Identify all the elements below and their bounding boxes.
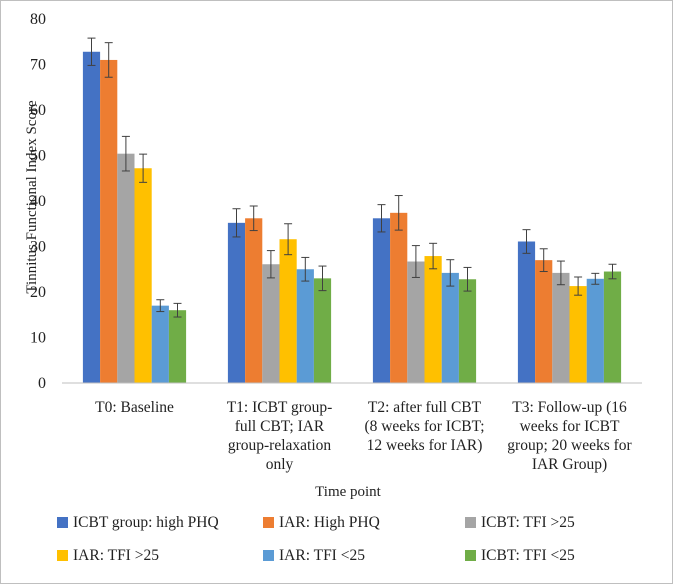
- bar: [151, 305, 169, 383]
- bar: [117, 153, 135, 383]
- error-bar: [121, 135, 130, 172]
- error-bar: [249, 205, 258, 232]
- error-bar: [301, 256, 310, 282]
- y-axis-title: Tinnitus Functional Index Score: [24, 100, 40, 294]
- legend-item: ICBT group: high PHQ: [57, 514, 219, 531]
- error-bar: [429, 242, 438, 270]
- legend-item: IAR: High PHQ: [263, 514, 380, 531]
- legend-label: IAR: High PHQ: [279, 514, 380, 531]
- bar-group: [227, 205, 332, 383]
- x-tick-label: T0: Baseline: [95, 399, 174, 416]
- bar: [535, 260, 553, 383]
- error-bar: [139, 153, 148, 183]
- y-tick-label: 50: [30, 148, 46, 165]
- bar: [134, 168, 152, 383]
- legend-label: ICBT: TFI >25: [481, 514, 575, 531]
- y-axis-ticks: 0 10 20 30 40 50 60 70 80: [30, 11, 46, 392]
- legend-swatch: [263, 550, 274, 561]
- error-bar: [411, 245, 420, 278]
- x-tick-label: T2: after full CBT (8 weeks for ICBT; 12 w…: [364, 399, 484, 454]
- error-bar: [463, 266, 472, 292]
- legend-item: ICBT: TFI <25: [465, 547, 575, 564]
- bar: [279, 239, 297, 383]
- error-bar: [232, 208, 241, 238]
- error-bar: [539, 248, 548, 273]
- error-bar: [266, 250, 275, 279]
- bar: [296, 269, 314, 383]
- bar: [424, 256, 442, 383]
- legend-label: IAR: TFI >25: [73, 547, 159, 564]
- bar: [603, 271, 622, 383]
- y-tick-label: 70: [30, 57, 46, 74]
- y-tick-label: 60: [30, 102, 46, 119]
- error-bar: [556, 260, 565, 286]
- y-tick-label: 0: [38, 375, 46, 392]
- legend-label: IAR: TFI <25: [279, 547, 365, 564]
- y-tick-label: 40: [30, 193, 46, 210]
- error-bar: [377, 204, 386, 233]
- y-tick-label: 10: [30, 330, 46, 347]
- legend-label: ICBT: TFI <25: [481, 547, 575, 564]
- bar: [586, 278, 604, 383]
- bar: [390, 212, 408, 383]
- bar-group: [372, 195, 477, 383]
- bar-groups: [82, 37, 622, 383]
- legend: ICBT group: high PHQ IAR: High PHQ ICBT: T…: [57, 514, 575, 564]
- legend-item: ICBT: TFI >25: [465, 514, 575, 531]
- error-bar: [156, 299, 165, 313]
- x-axis-category-labels: T0: Baseline T1: ICBT group-full CBT; IAR…: [95, 399, 632, 473]
- bar: [458, 279, 477, 383]
- legend-swatch: [57, 550, 68, 561]
- y-tick-label: 30: [30, 239, 46, 256]
- bar: [517, 241, 536, 383]
- x-tick-label: T3: Follow-up (16 weeks for ICBT group; 20…: [507, 399, 632, 473]
- legend-swatch: [465, 550, 476, 561]
- bar: [82, 51, 101, 383]
- error-bar: [394, 195, 403, 231]
- error-bar: [522, 229, 531, 254]
- error-bar: [173, 302, 182, 318]
- bar: [168, 310, 187, 383]
- y-tick-label: 80: [30, 11, 46, 28]
- bar: [262, 264, 280, 383]
- bar: [407, 261, 425, 383]
- bar: [372, 218, 391, 383]
- y-tick-label: 20: [30, 284, 46, 301]
- bar-group: [82, 37, 187, 383]
- legend-swatch: [263, 517, 274, 528]
- bar: [441, 272, 459, 383]
- error-bar: [446, 259, 455, 287]
- bar: [569, 286, 587, 383]
- error-bar: [574, 276, 583, 296]
- x-tick-label: T1: ICBT group-full CBT; IAR group-relaxa…: [227, 399, 333, 473]
- legend-swatch: [465, 517, 476, 528]
- error-bar: [104, 42, 113, 78]
- error-bar: [284, 223, 293, 256]
- legend-swatch: [57, 517, 68, 528]
- bar: [313, 278, 332, 383]
- x-axis-title: Time point: [315, 484, 382, 500]
- legend-item: IAR: TFI >25: [57, 547, 159, 564]
- bar-group: [517, 229, 622, 383]
- legend-item: IAR: TFI <25: [263, 547, 365, 564]
- error-bar: [87, 37, 96, 66]
- bar: [227, 222, 246, 383]
- bar: [245, 218, 263, 383]
- error-bar: [591, 272, 600, 285]
- legend-label: ICBT group: high PHQ: [73, 514, 219, 531]
- bar: [100, 59, 118, 383]
- bar: [552, 272, 570, 383]
- error-bar: [318, 265, 327, 292]
- error-bar: [608, 263, 617, 280]
